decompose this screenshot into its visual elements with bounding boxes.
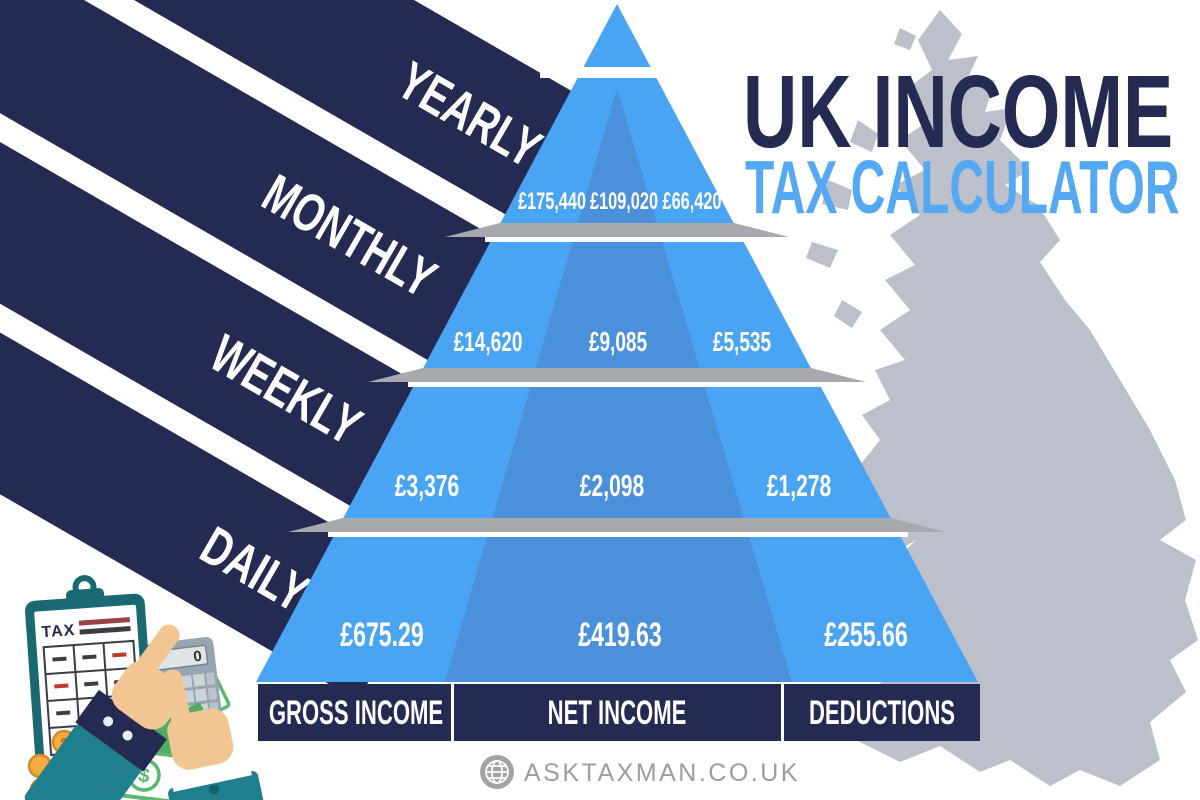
value-daily-net: £419.63 (578, 617, 662, 654)
tier-shadow-2 (368, 368, 866, 382)
column-label-deductions: DEDUCTIONS (809, 694, 955, 732)
ribbon-yearly (0, 0, 589, 222)
ribbon-daily (0, 0, 428, 701)
value-yearly-gross: £175,440 (518, 188, 586, 215)
value-weekly-gross: £3,376 (395, 468, 459, 503)
map-island (822, 180, 852, 210)
website-text: ASKTAXMAN.CO.UK (524, 759, 800, 787)
value-monthly-deductions: £5,535 (713, 326, 771, 358)
ribbon-weekly (0, 0, 476, 538)
map-island (894, 28, 916, 50)
tier-shadow-1 (445, 223, 789, 237)
tier-gap-1 (485, 237, 749, 242)
tier-gap-2 (408, 382, 826, 387)
ribbon-monthly (0, 0, 524, 375)
title-block: UK INCOME TAX CALCULATOR (743, 54, 1180, 229)
value-monthly-gross: £14,620 (454, 326, 523, 358)
tax-document-label: TAX (41, 622, 76, 641)
tier-gap-top (540, 67, 700, 78)
tax-illustration: 0 TAX (24, 575, 269, 800)
value-yearly-net: £109,020 (590, 188, 658, 215)
value-yearly-deductions: £66,420 (663, 188, 722, 215)
page-title-line1: UK INCOME (743, 54, 1173, 169)
map-island (834, 300, 862, 328)
period-ribbons: YEARLY MONTHLY WEEKLY DAILY (0, 0, 589, 701)
right-hand-icon (162, 669, 269, 800)
column-separator (781, 684, 784, 741)
column-label-gross: GROSS INCOME (269, 694, 443, 732)
value-daily-deductions: £255.66 (824, 617, 908, 654)
tier-gap-3 (328, 532, 908, 537)
footer: ASKTAXMAN.CO.UK (480, 755, 800, 789)
value-daily-gross: £675.29 (340, 617, 424, 654)
uk-map-silhouette (800, 10, 1198, 786)
value-monthly-net: £9,085 (589, 326, 647, 358)
tier-shadow-3 (288, 518, 946, 532)
value-weekly-net: £2,098 (580, 468, 644, 503)
page-title-line2: TAX CALCULATOR (745, 146, 1180, 229)
column-label-net: NET INCOME (548, 694, 687, 732)
column-separator (451, 684, 454, 741)
map-island (850, 120, 878, 152)
calculator-display: 0 (192, 648, 202, 666)
value-weekly-deductions: £1,278 (767, 468, 831, 503)
globe-icon (480, 755, 514, 789)
column-bar: GROSS INCOME NET INCOME DEDUCTIONS (258, 684, 980, 741)
map-island (806, 242, 838, 268)
